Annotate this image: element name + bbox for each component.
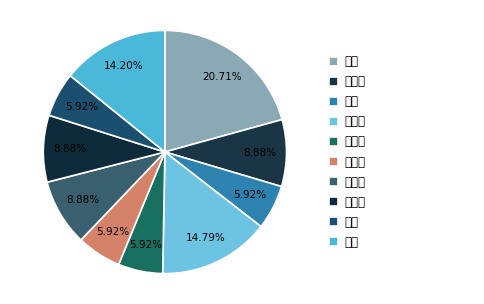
Text: 8.88%: 8.88% bbox=[66, 195, 99, 205]
Wedge shape bbox=[49, 76, 165, 152]
Text: 5.92%: 5.92% bbox=[96, 226, 130, 237]
Text: 14.79%: 14.79% bbox=[185, 233, 225, 243]
Text: 8.88%: 8.88% bbox=[242, 148, 276, 158]
Wedge shape bbox=[43, 115, 165, 182]
Wedge shape bbox=[165, 30, 282, 152]
Text: 14.20%: 14.20% bbox=[104, 61, 143, 71]
Legend: 珍琦, 白十字, 可靠, 帮大人, 千芝雅, 安尔康, 倍舒特, 可爱帮, 互帮, 其他: 珍琦, 白十字, 可靠, 帮大人, 千芝雅, 安尔康, 倍舒特, 可爱帮, 互帮… bbox=[328, 55, 364, 249]
Wedge shape bbox=[165, 119, 286, 187]
Wedge shape bbox=[81, 152, 165, 264]
Text: 5.92%: 5.92% bbox=[129, 240, 162, 250]
Text: 8.88%: 8.88% bbox=[53, 144, 87, 154]
Text: 5.92%: 5.92% bbox=[232, 190, 265, 200]
Text: 5.92%: 5.92% bbox=[65, 102, 98, 112]
Text: 20.71%: 20.71% bbox=[202, 71, 242, 81]
Wedge shape bbox=[119, 152, 165, 274]
Wedge shape bbox=[165, 152, 281, 226]
Wedge shape bbox=[70, 30, 165, 152]
Wedge shape bbox=[47, 152, 165, 240]
Wedge shape bbox=[162, 152, 260, 274]
